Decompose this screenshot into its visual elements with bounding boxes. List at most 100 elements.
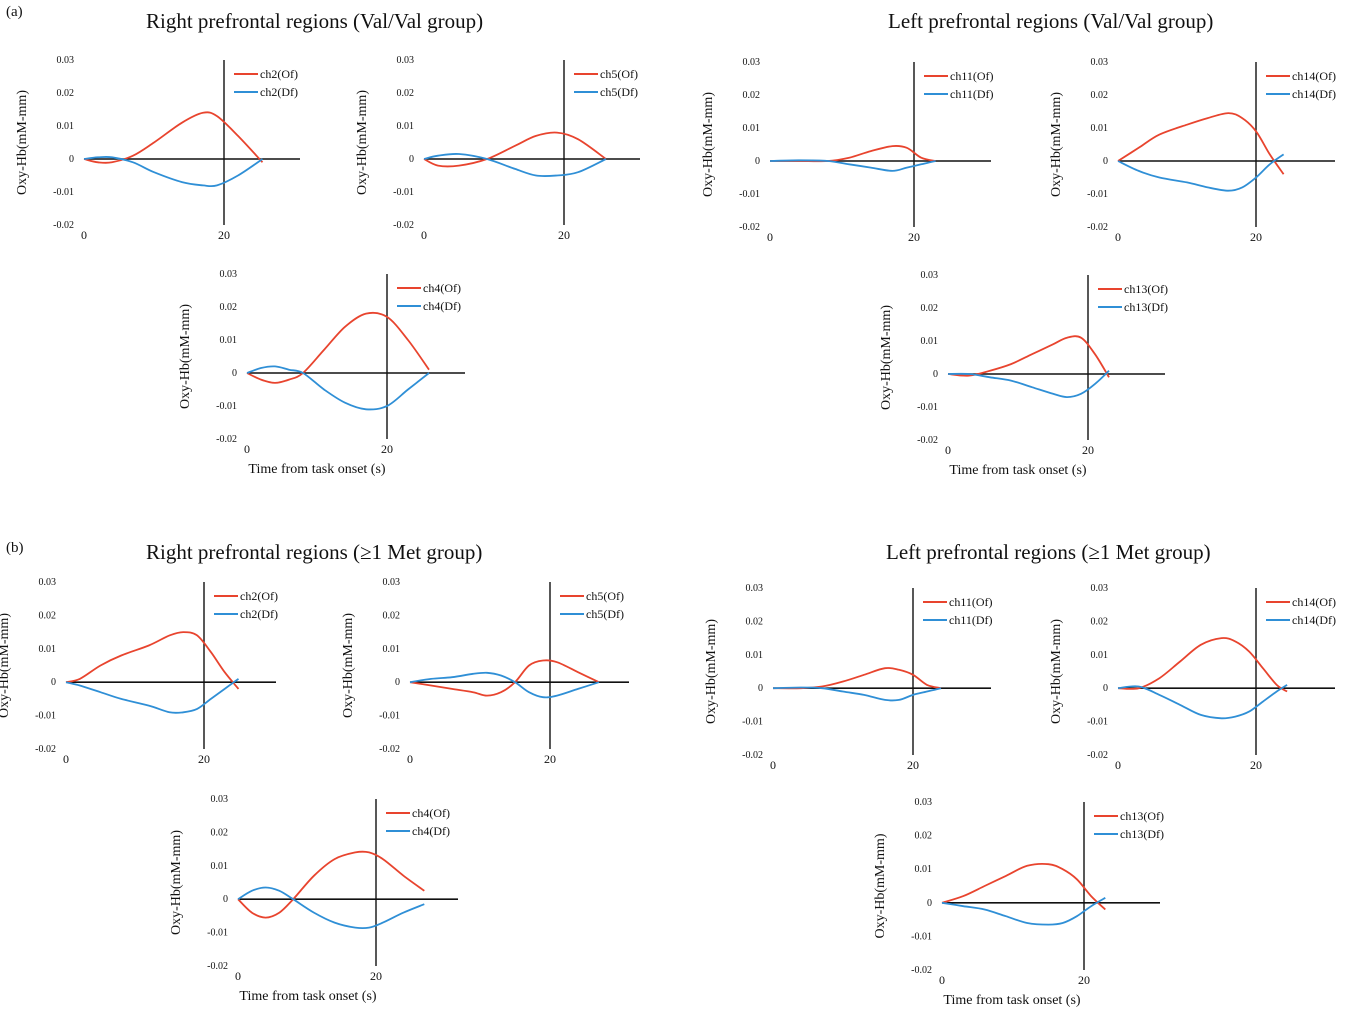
chart-b-ch13-ytick: 0.02 <box>915 831 933 842</box>
chart-b-ch5-xtick: 0 <box>407 752 413 766</box>
chart-a-ch14: -0.02 -0.01 0 0.01 0.02 0.03 0 20 Oxy-Hb(mM-mm) c… <box>1049 57 1336 244</box>
chart-a-ch4-ytick: 0.01 <box>220 335 238 346</box>
chart-b-ch5-ylabel: Oxy-Hb(mM-mm) <box>341 613 356 718</box>
panel-a-left-title: Left prefrontal regions (Val/Val group) <box>888 9 1214 33</box>
chart-a-ch5-series-of <box>423 131 607 168</box>
chart-b-ch13-ytick: 0.03 <box>915 797 933 808</box>
chart-a-ch4-ytick: 0.03 <box>220 269 238 280</box>
chart-b-ch11: -0.02 -0.01 0 0.01 0.02 0.03 0 20 Oxy-Hb(mM-mm) c… <box>704 583 993 772</box>
chart-a-ch5: -0.02 -0.01 0 0.01 0.02 0.03 0 20 Oxy-Hb(mM-mm) c… <box>355 55 640 242</box>
chart-b-ch2-series-df <box>65 678 240 714</box>
chart-b-ch14-series-of <box>1117 637 1288 693</box>
chart-a-ch11-ytick: 0 <box>755 156 760 167</box>
chart-a-ch4-ylabel: Oxy-Hb(mM-mm) <box>178 304 193 409</box>
chart-b-ch5-ytick: -0.02 <box>379 744 400 755</box>
chart-a-ch14-ytick: 0.03 <box>1091 57 1109 68</box>
chart-a-ch5-xtick: 20 <box>558 228 570 242</box>
chart-a-ch4-series-df <box>246 365 430 411</box>
chart-a-ch5-legend-label-df: ch5(Df) <box>600 85 638 99</box>
chart-a-ch4: -0.02 -0.01 0 0.01 0.02 0.03 0 20 Oxy-Hb(mM-mm) T… <box>178 269 465 477</box>
chart-a-ch14-ytick: 0.02 <box>1091 90 1109 101</box>
chart-a-ch13-legend-label-of: ch13(Of) <box>1124 282 1168 296</box>
chart-b-ch14: -0.02 -0.01 0 0.01 0.02 0.03 0 20 Oxy-Hb(mM-mm) c… <box>1049 583 1336 772</box>
panel-b-letter: (b) <box>6 540 24 556</box>
chart-b-ch5-ytick: -0.01 <box>379 711 400 722</box>
chart-a-ch14-xtick: 0 <box>1115 230 1121 244</box>
chart-a-ch13-ytick: 0 <box>933 369 938 380</box>
chart-a-ch11-ytick: -0.01 <box>739 189 760 200</box>
chart-b-ch4-ylabel: Oxy-Hb(mM-mm) <box>169 830 184 935</box>
chart-b-ch2-ylabel: Oxy-Hb(mM-mm) <box>0 613 12 718</box>
chart-b-ch14-ylabel: Oxy-Hb(mM-mm) <box>1049 619 1064 724</box>
chart-b-ch11-xtick: 0 <box>770 758 776 772</box>
chart-b-ch14-ytick: 0.03 <box>1091 583 1109 594</box>
chart-b-ch2-xtick: 0 <box>63 752 69 766</box>
chart-a-ch11-ytick: 0.02 <box>743 90 761 101</box>
panel-a-right-title: Right prefrontal regions (Val/Val group) <box>146 9 484 33</box>
chart-b-ch14-ytick: 0 <box>1103 683 1108 694</box>
chart-a-ch2-ytick: 0.02 <box>57 88 75 99</box>
chart-b-ch13-series-df <box>941 897 1106 926</box>
chart-b-ch2-ytick: 0 <box>51 677 56 688</box>
chart-a-ch11: -0.02 -0.01 0 0.01 0.02 0.03 0 20 Oxy-Hb(mM-mm) c… <box>701 57 994 244</box>
chart-a-ch2-ytick: 0 <box>69 154 74 165</box>
chart-a-ch13-ytick: 0.01 <box>921 336 939 347</box>
chart-b-ch13-ytick: 0 <box>927 898 932 909</box>
chart-b-ch5-legend-label-of: ch5(Of) <box>586 589 624 603</box>
chart-b-ch14-ytick: -0.01 <box>1087 717 1108 728</box>
chart-b-ch11-legend-label-of: ch11(Of) <box>949 595 993 609</box>
chart-b-ch4-ytick: 0.01 <box>211 861 229 872</box>
chart-b-ch2-series-of <box>65 631 240 690</box>
chart-b-ch11-ylabel: Oxy-Hb(mM-mm) <box>704 619 719 724</box>
chart-b-ch14-ytick: -0.02 <box>1087 750 1108 761</box>
chart-a-ch5-ytick: -0.01 <box>393 187 414 198</box>
chart-a-ch14-legend-label-df: ch14(Df) <box>1292 87 1336 101</box>
chart-b-ch4-ytick: 0.02 <box>211 827 229 838</box>
chart-a-ch2-legend-label-of: ch2(Of) <box>260 67 298 81</box>
chart-a-ch2-xtick: 20 <box>218 228 230 242</box>
chart-a-ch11-ytick: -0.02 <box>739 222 760 233</box>
chart-a-ch11-series-df <box>769 159 936 172</box>
chart-a-ch13-legend-label-df: ch13(Df) <box>1124 300 1168 314</box>
chart-b-ch13-ytick: 0.01 <box>915 864 933 875</box>
chart-b-ch14-series-df <box>1117 684 1288 720</box>
chart-b-ch5-series-df <box>409 671 600 699</box>
chart-b-ch4-legend-label-df: ch4(Df) <box>412 824 450 838</box>
chart-a-ch13-ytick: -0.02 <box>917 435 938 446</box>
chart-b-ch13-xlabel: Time from task onset (s) <box>943 993 1080 1008</box>
chart-b-ch4: -0.02 -0.01 0 0.01 0.02 0.03 0 20 Oxy-Hb(mM-mm) T… <box>169 794 458 1004</box>
chart-a-ch2-legend-label-df: ch2(Df) <box>260 85 298 99</box>
chart-b-ch5-series-of <box>409 659 600 697</box>
chart-b-ch11-ytick: 0.01 <box>746 650 764 661</box>
chart-a-ch14-legend-label-of: ch14(Of) <box>1292 69 1336 83</box>
chart-a-ch2-ytick: -0.02 <box>53 220 74 231</box>
chart-b-ch4-series-df <box>237 886 425 930</box>
chart-b-ch5-ytick: 0.02 <box>383 610 401 621</box>
chart-b-ch11-series-df <box>772 686 942 702</box>
chart-a-ch11-ytick: 0.03 <box>743 57 761 68</box>
chart-a-ch13-xtick: 20 <box>1082 443 1094 457</box>
chart-a-ch5-legend-label-of: ch5(Of) <box>600 67 638 81</box>
chart-a-ch4-ytick: -0.01 <box>216 401 237 412</box>
chart-a-ch4-legend-label-df: ch4(Df) <box>423 299 461 313</box>
chart-a-ch2-ytick: -0.01 <box>53 187 74 198</box>
chart-a-ch14-ytick: -0.02 <box>1087 222 1108 233</box>
chart-b-ch2-ytick: 0.02 <box>39 610 57 621</box>
chart-b-ch2-legend-label-df: ch2(Df) <box>240 607 278 621</box>
chart-a-ch5-ytick: 0.01 <box>397 121 415 132</box>
chart-b-ch14-legend-label-df: ch14(Df) <box>1292 613 1336 627</box>
chart-b-ch13-legend-label-of: ch13(Of) <box>1120 809 1164 823</box>
chart-b-ch14-xtick: 0 <box>1115 758 1121 772</box>
chart-a-ch4-xlabel: Time from task onset (s) <box>248 462 385 477</box>
chart-b-ch11-ytick: 0.02 <box>746 616 764 627</box>
chart-a-ch2: -0.02 -0.01 0 0.01 0.02 0.03 0 20 Oxy-Hb(mM-mm) c… <box>15 55 300 242</box>
chart-a-ch14-series-of <box>1117 112 1285 175</box>
chart-b-ch13-ylabel: Oxy-Hb(mM-mm) <box>873 833 888 938</box>
chart-b-ch4-ytick: -0.02 <box>207 961 228 972</box>
chart-b-ch14-legend-label-of: ch14(Of) <box>1292 595 1336 609</box>
chart-a-ch2-series-df <box>83 155 264 188</box>
chart-b-ch13-ytick: -0.02 <box>911 965 932 976</box>
chart-a-ch11-ytick: 0.01 <box>743 123 761 134</box>
chart-a-ch11-xtick: 0 <box>767 230 773 244</box>
chart-a-ch5-series-df <box>423 152 607 178</box>
